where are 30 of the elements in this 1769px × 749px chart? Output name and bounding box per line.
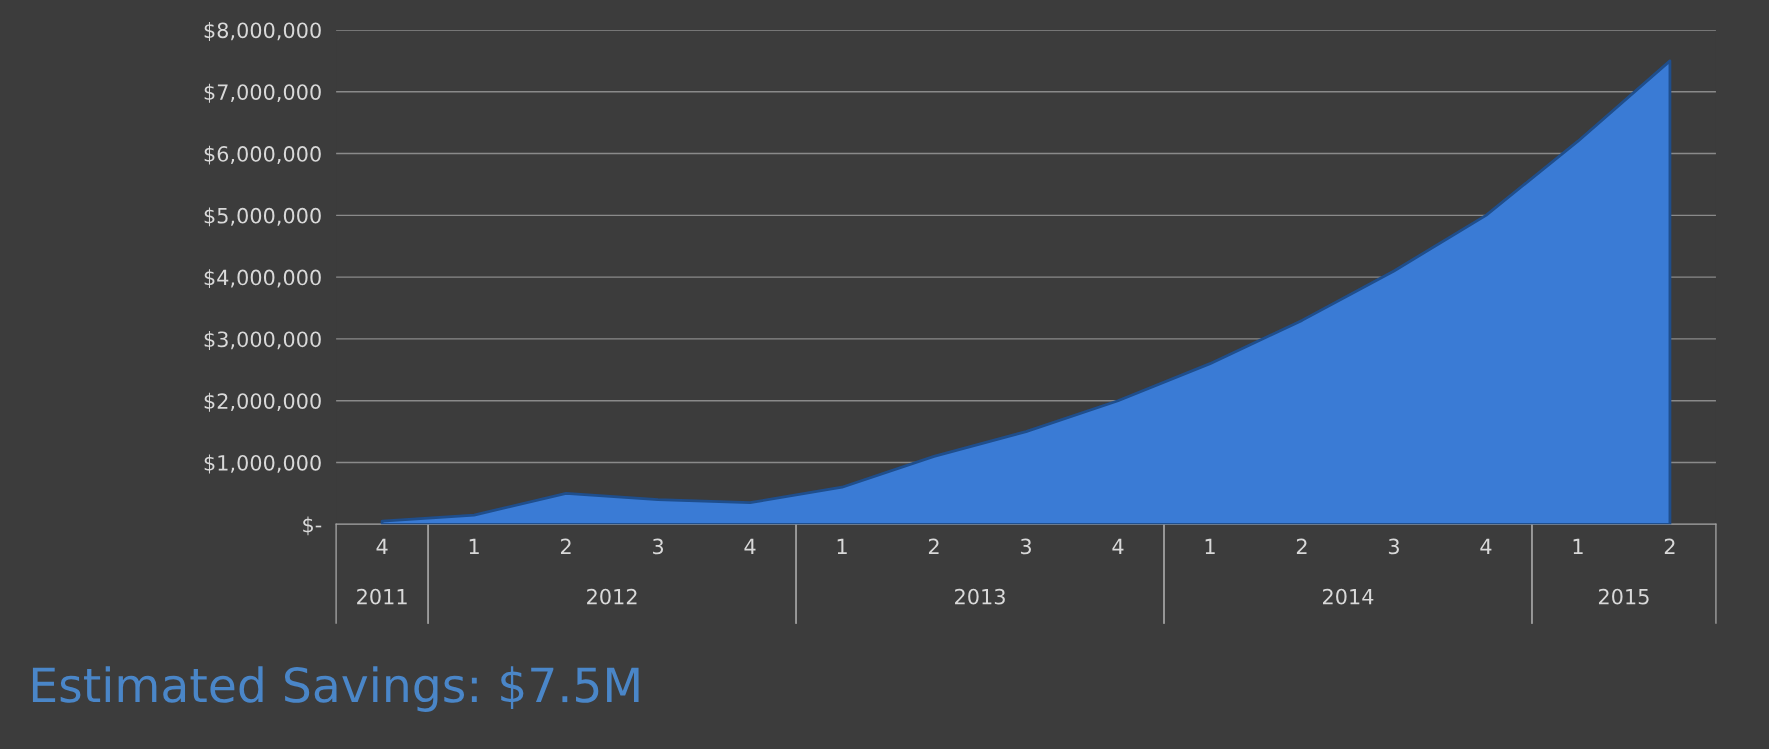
x-tick-label: 2 bbox=[1664, 538, 1675, 555]
text: 2014 bbox=[1322, 588, 1374, 605]
y-tick-label: $3,000,000 bbox=[204, 331, 321, 350]
x-tick-label: 3 bbox=[653, 538, 664, 555]
x-tick-label: 1 bbox=[837, 538, 847, 555]
text: Estimated Savings: $7.5M bbox=[32, 666, 639, 712]
y-tick-label: $1,000,000 bbox=[204, 454, 321, 474]
y-tick-label: $2,000,000 bbox=[204, 392, 321, 412]
text: 2013 bbox=[955, 588, 1005, 605]
y-tick-label: $- bbox=[303, 516, 322, 536]
x-tick-label: 3 bbox=[1020, 538, 1031, 555]
x-tick-label: 1 bbox=[1205, 538, 1215, 555]
x-tick-label: 2 bbox=[928, 538, 939, 555]
text: 2012 bbox=[587, 588, 637, 605]
x-tick-label: 2 bbox=[560, 538, 571, 555]
x-tick-label: 3 bbox=[1388, 538, 1399, 555]
y-tick-label: $5,000,000 bbox=[204, 207, 321, 227]
x-tick-label: 4 bbox=[744, 538, 756, 555]
x-tick-label: 1 bbox=[1573, 538, 1583, 555]
text: 2015 bbox=[1598, 588, 1649, 605]
x-tick-label: 1 bbox=[469, 538, 479, 555]
x-tick-label: 2 bbox=[1296, 538, 1307, 555]
y-tick-label: $8,000,000 bbox=[204, 22, 321, 41]
y-tick-label: $4,000,000 bbox=[204, 269, 321, 289]
text: 2011 bbox=[357, 588, 407, 605]
x-tick-label: 4 bbox=[1480, 538, 1492, 555]
x-tick-label: 4 bbox=[376, 538, 388, 555]
y-tick-label: $6,000,000 bbox=[204, 145, 321, 165]
y-tick-label: $7,000,000 bbox=[204, 83, 321, 103]
x-tick-label: 4 bbox=[1112, 538, 1124, 555]
